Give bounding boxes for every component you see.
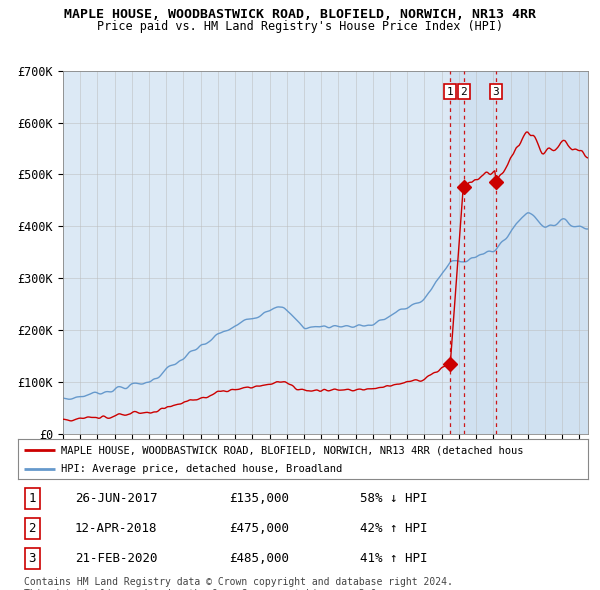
- Text: Price paid vs. HM Land Registry's House Price Index (HPI): Price paid vs. HM Land Registry's House …: [97, 20, 503, 33]
- Text: 1: 1: [29, 492, 36, 505]
- Text: 58% ↓ HPI: 58% ↓ HPI: [360, 492, 427, 505]
- Text: £485,000: £485,000: [229, 552, 289, 565]
- Text: 41% ↑ HPI: 41% ↑ HPI: [360, 552, 427, 565]
- Text: 26-JUN-2017: 26-JUN-2017: [75, 492, 157, 505]
- Text: £475,000: £475,000: [229, 522, 289, 535]
- Text: MAPLE HOUSE, WOODBASTWICK ROAD, BLOFIELD, NORWICH, NR13 4RR (detached hous: MAPLE HOUSE, WOODBASTWICK ROAD, BLOFIELD…: [61, 445, 523, 455]
- Text: 3: 3: [493, 87, 499, 97]
- Text: 12-APR-2018: 12-APR-2018: [75, 522, 157, 535]
- Text: 42% ↑ HPI: 42% ↑ HPI: [360, 522, 427, 535]
- Text: 21-FEB-2020: 21-FEB-2020: [75, 552, 157, 565]
- Text: £135,000: £135,000: [229, 492, 289, 505]
- Text: HPI: Average price, detached house, Broadland: HPI: Average price, detached house, Broa…: [61, 464, 342, 474]
- Text: 3: 3: [29, 552, 36, 565]
- Bar: [450, 71, 588, 434]
- Text: Contains HM Land Registry data © Crown copyright and database right 2024.
This d: Contains HM Land Registry data © Crown c…: [24, 577, 453, 590]
- Text: 2: 2: [460, 87, 467, 97]
- Text: 2: 2: [29, 522, 36, 535]
- Text: MAPLE HOUSE, WOODBASTWICK ROAD, BLOFIELD, NORWICH, NR13 4RR: MAPLE HOUSE, WOODBASTWICK ROAD, BLOFIELD…: [64, 8, 536, 21]
- Text: 1: 1: [446, 87, 454, 97]
